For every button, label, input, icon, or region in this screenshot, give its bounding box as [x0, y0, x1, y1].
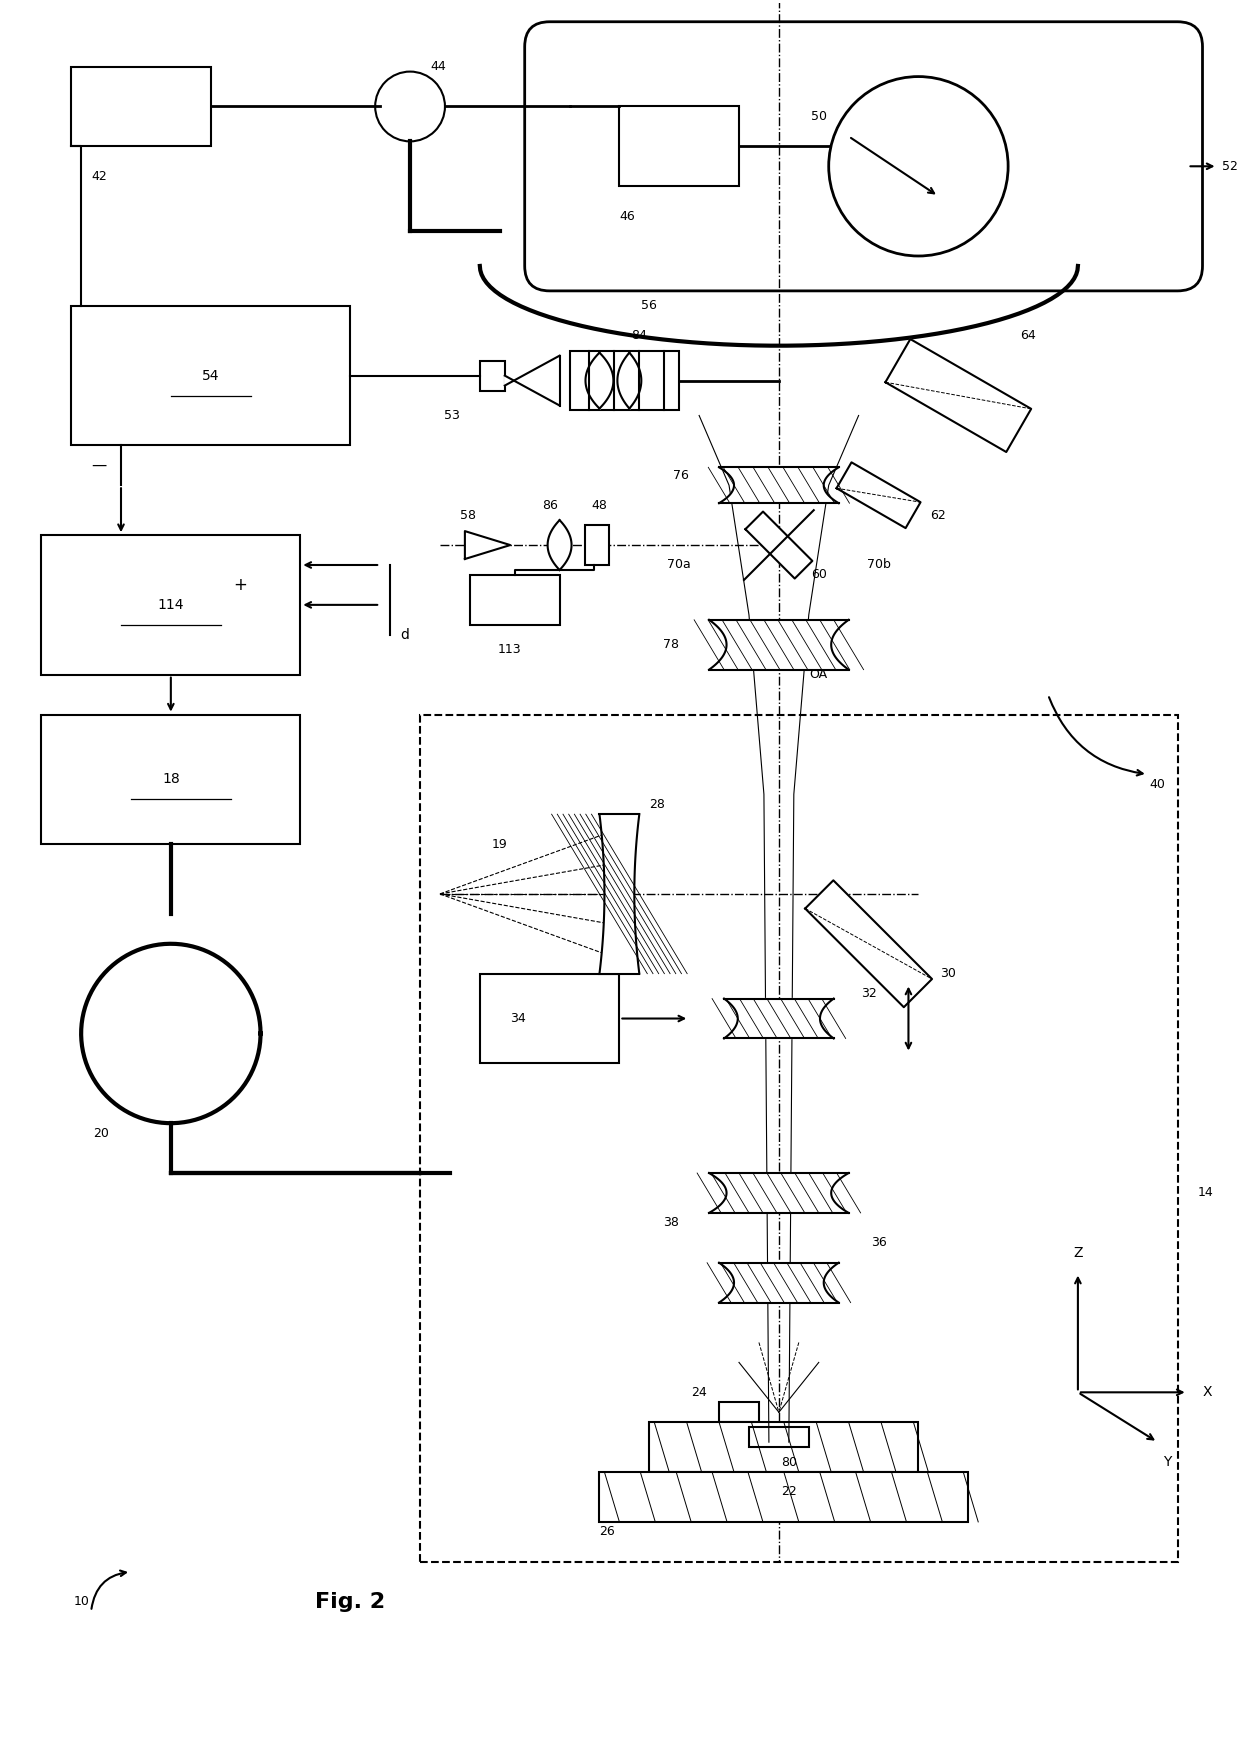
Bar — [480, 361, 505, 391]
Text: 48: 48 — [591, 499, 608, 511]
Bar — [71, 305, 350, 445]
Text: 78: 78 — [663, 638, 680, 651]
Text: d: d — [401, 628, 409, 642]
Text: 38: 38 — [663, 1216, 680, 1230]
Text: X: X — [1203, 1385, 1213, 1399]
Polygon shape — [805, 881, 932, 1008]
Bar — [650, 1421, 919, 1472]
Polygon shape — [599, 814, 640, 973]
Text: 10: 10 — [73, 1596, 89, 1608]
Bar — [749, 1427, 808, 1448]
Text: 53: 53 — [444, 410, 460, 422]
Text: 19: 19 — [492, 837, 507, 851]
Polygon shape — [885, 338, 1032, 452]
Text: 20: 20 — [93, 1127, 109, 1139]
Text: Y: Y — [1163, 1454, 1172, 1468]
Text: 40: 40 — [1149, 778, 1166, 790]
Text: 64: 64 — [1021, 330, 1035, 342]
Text: 114: 114 — [157, 598, 184, 612]
Bar — [620, 106, 739, 187]
Text: Fig. 2: Fig. 2 — [315, 1592, 386, 1611]
Text: 28: 28 — [650, 797, 665, 811]
Text: 76: 76 — [673, 469, 689, 481]
Bar — [480, 973, 620, 1064]
Polygon shape — [709, 619, 848, 670]
Bar — [584, 525, 609, 565]
FancyBboxPatch shape — [525, 21, 1203, 291]
Text: 44: 44 — [430, 59, 445, 73]
Bar — [41, 715, 300, 844]
Text: 30: 30 — [940, 968, 956, 980]
Polygon shape — [837, 462, 920, 528]
Text: 54: 54 — [202, 368, 219, 382]
Text: 60: 60 — [811, 569, 827, 581]
Bar — [41, 535, 300, 675]
Text: OA: OA — [808, 668, 827, 682]
Polygon shape — [505, 356, 559, 406]
Text: 62: 62 — [930, 509, 946, 521]
Bar — [470, 576, 559, 624]
Text: 113: 113 — [498, 644, 522, 656]
Bar — [569, 351, 680, 410]
Bar — [71, 66, 211, 146]
Text: 26: 26 — [599, 1526, 615, 1538]
Text: 36: 36 — [870, 1236, 887, 1249]
Polygon shape — [465, 532, 510, 560]
Circle shape — [828, 77, 1008, 256]
Text: —: — — [91, 459, 107, 473]
Text: 70a: 70a — [667, 558, 691, 572]
Polygon shape — [719, 1263, 838, 1303]
Text: 70b: 70b — [867, 558, 890, 572]
Text: 22: 22 — [781, 1486, 797, 1498]
Text: 32: 32 — [861, 987, 877, 999]
Text: 50: 50 — [811, 110, 827, 122]
Text: 80: 80 — [781, 1456, 797, 1468]
Text: 42: 42 — [91, 169, 107, 183]
Text: 46: 46 — [620, 209, 635, 223]
Text: 52: 52 — [1223, 160, 1239, 173]
Circle shape — [376, 72, 445, 141]
Polygon shape — [745, 511, 812, 579]
Text: Z: Z — [1073, 1245, 1083, 1259]
Text: 14: 14 — [1198, 1186, 1213, 1200]
Text: 34: 34 — [510, 1012, 526, 1025]
Bar — [599, 1472, 968, 1523]
Text: 24: 24 — [691, 1386, 707, 1399]
Bar — [719, 1402, 759, 1421]
Text: 86: 86 — [542, 499, 558, 511]
Text: +: + — [233, 576, 248, 595]
Text: 58: 58 — [460, 509, 476, 521]
Polygon shape — [724, 999, 833, 1038]
Polygon shape — [709, 1174, 848, 1212]
Polygon shape — [719, 467, 838, 504]
Text: 18: 18 — [162, 773, 180, 787]
Bar — [420, 715, 1178, 1563]
Text: 84: 84 — [631, 330, 647, 342]
Text: 56: 56 — [641, 300, 657, 312]
